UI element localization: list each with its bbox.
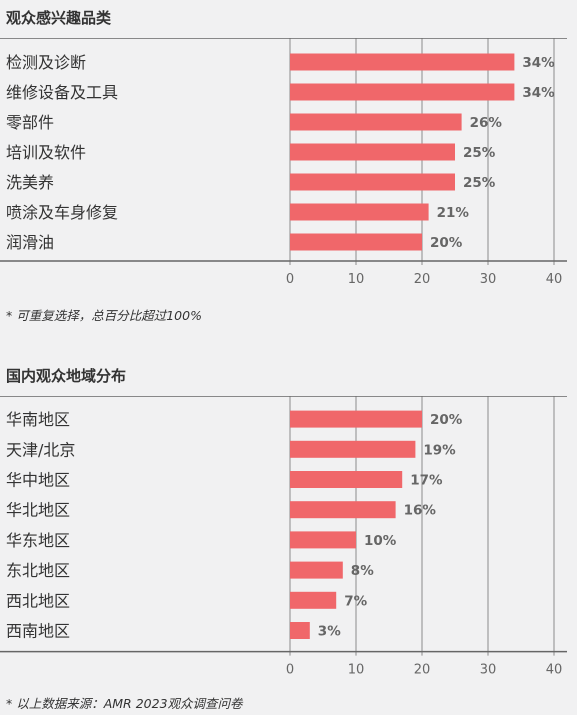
chart1-data-label: 21% [437,205,470,221]
chart1-note: * 可重复选择，总百分比超过100% [6,308,202,323]
chart1-data-label: 25% [463,175,496,191]
chart2-category-label: 华北地区 [6,501,70,520]
chart1-bar [290,113,462,131]
chart2-tick-label: 30 [480,663,497,678]
chart1-category-label: 检测及诊断 [6,53,86,72]
chart2-svg: 0 10 20 30 40 华南地区 20% 天津/北京 19% 华中地区 17% 华北地区 16% 华东… [0,396,567,678]
chart2-bar [290,440,416,458]
chart1-bar [290,53,515,71]
chart2-tick-label: 0 [286,663,294,678]
chart1-data-label: 20% [430,235,463,251]
chart2-data-label: 19% [423,442,456,458]
chart1-category-label: 维修设备及工具 [6,83,118,102]
chart1-tick-label: 20 [414,272,431,287]
chart2-category-label: 天津/北京 [6,440,75,459]
chart1-data-label: 26% [470,115,503,131]
chart2-data-label: 17% [410,473,443,489]
chart2-bar [290,471,403,488]
chart2-category-label: 华东地区 [6,531,70,550]
chart2-category-label: 西北地区 [6,591,70,610]
chart2-data-label: 20% [430,412,463,428]
chart1-category-label: 润滑油 [6,233,54,252]
chart2-data-label: 3% [318,624,341,640]
chart1-bar [290,173,455,191]
chart2-data-label: 16% [404,503,437,519]
chart1-bar [290,203,429,221]
chart1-svg: 0 10 20 30 40 检测及诊断 34% 维修设备及工具 34% 零部件 26% 培训及软件 25… [0,38,567,287]
chart2-category-label: 西南地区 [6,622,70,641]
chart1-category-label: 洗美养 [6,173,54,192]
chart2-tick-label: 10 [348,663,365,678]
chart1-data-label: 34% [522,55,555,71]
chart2-data-label: 10% [364,533,397,549]
chart2-bar [290,531,356,549]
chart2-bar [290,561,343,579]
chart1-data-label: 25% [463,145,496,161]
chart2-bar [290,591,337,609]
chart2-category-label: 东北地区 [6,561,70,580]
chart2-bar [290,410,422,428]
chart2-data-label: 7% [344,593,367,609]
chart1-data-label: 34% [522,85,555,101]
chart2-tick-label: 40 [546,663,563,678]
chart2-title: 国内观众地域分布 [6,367,127,385]
chart2-tick-label: 20 [414,663,431,678]
chart1-title: 观众感兴趣品类 [6,9,112,27]
chart1-tick-label: 10 [348,272,365,287]
chart1-tick-label: 40 [546,272,563,287]
chart1-category-label: 零部件 [6,113,54,132]
chart2-category-label: 华中地区 [6,471,70,490]
chart2-bar [290,501,396,519]
chart2-category-label: 华南地区 [6,410,70,429]
chart1-bar [290,143,455,161]
chart1-category-label: 喷涂及车身修复 [6,203,118,222]
chart1-category-label: 培训及软件 [6,143,86,162]
chart2-data-label: 8% [351,563,374,579]
chart1-tick-label: 0 [286,272,294,287]
chart2-bar [290,622,310,639]
chart2-note: * 以上数据来源：AMR 2023观众调查问卷 [6,696,243,711]
chart1-bar [290,233,422,251]
chart1-tick-label: 30 [480,272,497,287]
chart1-bar [290,83,515,101]
